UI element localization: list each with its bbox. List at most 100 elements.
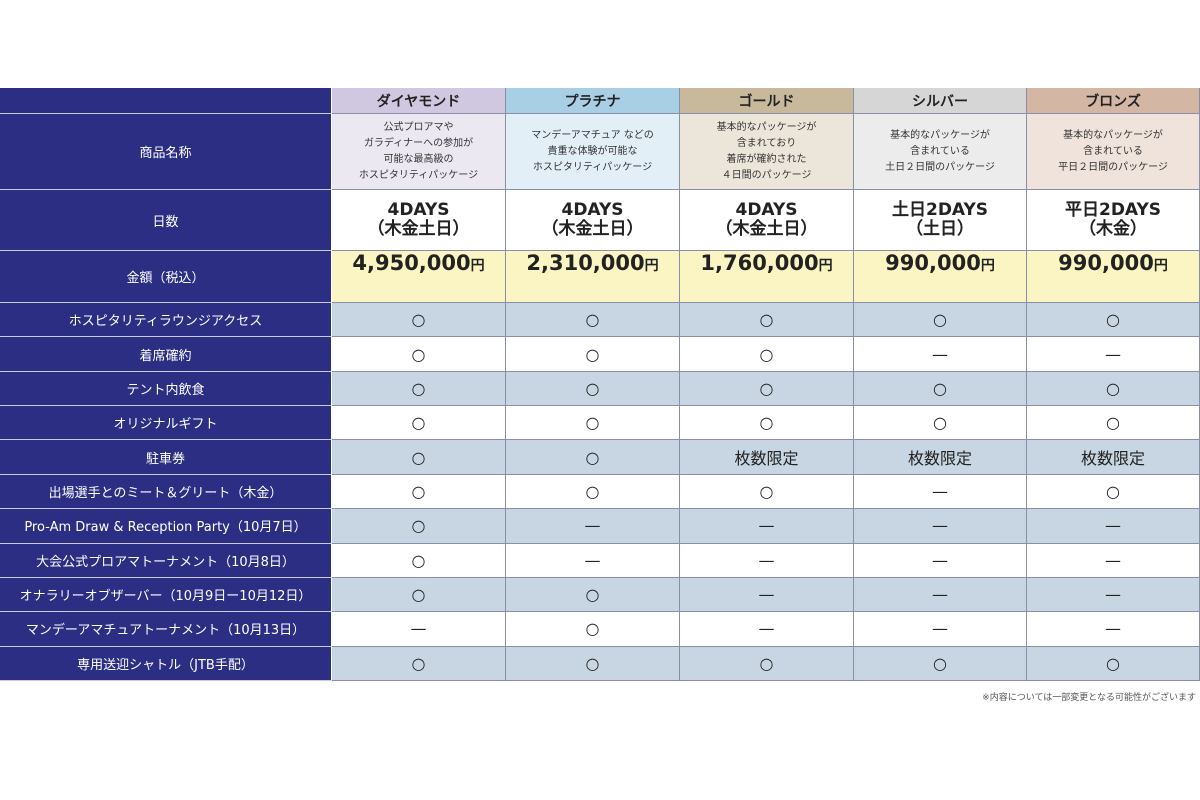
feature-cell: ○ bbox=[332, 509, 506, 544]
description-line: ４日間のパッケージ bbox=[721, 169, 812, 181]
feature-cell: ○ bbox=[506, 440, 680, 475]
description-line: 貴重な体験が可能な bbox=[547, 145, 638, 157]
description-line: 基本的なパッケージが bbox=[716, 121, 817, 133]
feature-label: Pro-Am Draw & Reception Party（10月7日） bbox=[0, 509, 332, 544]
feature-cell: — bbox=[332, 612, 506, 647]
description-line: 可能な最高級の bbox=[383, 153, 454, 165]
days: 4DAYS bbox=[561, 200, 624, 220]
tier-name: ゴールド bbox=[680, 88, 854, 114]
days-detail: （木金土日） bbox=[541, 219, 644, 239]
feature-cell: — bbox=[506, 509, 680, 544]
feature-label: 着席確約 bbox=[0, 337, 332, 372]
feature-cell: 枚数限定 bbox=[1027, 440, 1200, 475]
feature-label: ホスピタリティラウンジアクセス bbox=[0, 303, 332, 338]
tier-name: ダイヤモンド bbox=[332, 88, 506, 114]
feature-cell: — bbox=[680, 577, 854, 613]
tier-description: 基本的なパッケージが 含まれており 着席が確約された ４日間のパッケージ bbox=[680, 114, 854, 190]
price-amount: 990,000 bbox=[885, 251, 981, 275]
feature-cell: ○ bbox=[854, 303, 1027, 338]
tier-days: 4DAYS （木金土日） bbox=[332, 190, 506, 251]
feature-cell: — bbox=[680, 612, 854, 647]
feature-cell: — bbox=[680, 509, 854, 544]
days-detail: （木金土日） bbox=[715, 219, 818, 239]
feature-cell: ○ bbox=[506, 371, 680, 407]
feature-cell: ○ bbox=[332, 543, 506, 578]
feature-cell: — bbox=[854, 509, 1027, 544]
price-amount: 4,950,000 bbox=[352, 251, 471, 275]
feature-cell: — bbox=[854, 543, 1027, 578]
feature-cell: ○ bbox=[506, 474, 680, 510]
feature-cell: — bbox=[854, 577, 1027, 613]
description-line: 含まれている bbox=[910, 145, 970, 157]
tier-description: 公式プロアマや ガラディナーへの参加が 可能な最高級の ホスピタリティパッケージ bbox=[332, 114, 506, 190]
corner-cell bbox=[0, 88, 332, 114]
feature-cell: 枚数限定 bbox=[854, 440, 1027, 475]
tier-name: ブロンズ bbox=[1027, 88, 1200, 114]
feature-cell: ○ bbox=[506, 646, 680, 681]
footnote: ※内容については一部変更となる可能性がございます bbox=[982, 693, 1196, 703]
row-label: 商品名称 bbox=[0, 114, 332, 190]
feature-cell: ○ bbox=[506, 612, 680, 647]
description-line: 含まれている bbox=[1083, 145, 1143, 157]
description-line: 含まれており bbox=[736, 137, 797, 149]
feature-cell: ○ bbox=[854, 371, 1027, 407]
feature-cell: ○ bbox=[332, 406, 506, 441]
feature-cell: ○ bbox=[680, 406, 854, 441]
price-unit: 円 bbox=[470, 258, 485, 274]
description-line: 公式プロアマや bbox=[383, 121, 454, 133]
feature-cell: — bbox=[1027, 509, 1200, 544]
price-amount: 2,310,000 bbox=[526, 251, 645, 275]
feature-cell: ○ bbox=[332, 577, 506, 613]
days-detail: （木金土日） bbox=[367, 219, 470, 239]
feature-label: マンデーアマチュアトーナメント（10月13日） bbox=[0, 612, 332, 647]
feature-cell: ○ bbox=[506, 406, 680, 441]
price-unit: 円 bbox=[1153, 258, 1168, 274]
feature-cell: ○ bbox=[1027, 646, 1200, 681]
feature-cell: ○ bbox=[506, 303, 680, 338]
feature-cell: ○ bbox=[680, 371, 854, 407]
days: 4DAYS bbox=[387, 200, 450, 220]
feature-cell: 枚数限定 bbox=[680, 440, 854, 475]
feature-label: テント内飲食 bbox=[0, 371, 332, 407]
tier-price: 990,000 円 bbox=[854, 251, 1027, 303]
description-line: ホスピタリティパッケージ bbox=[532, 161, 653, 173]
price-amount: 1,760,000 bbox=[700, 251, 819, 275]
feature-cell: — bbox=[854, 612, 1027, 647]
days-detail: （木金） bbox=[1079, 219, 1147, 239]
feature-cell: — bbox=[1027, 337, 1200, 372]
description-line: ホスピタリティパッケージ bbox=[358, 169, 479, 181]
tier-price: 4,950,000 円 bbox=[332, 251, 506, 303]
days: 土日2DAYS bbox=[891, 200, 989, 220]
description-line: 基本的なパッケージが bbox=[890, 129, 990, 141]
feature-cell: — bbox=[1027, 543, 1200, 578]
feature-cell: ○ bbox=[1027, 406, 1200, 441]
feature-label: オナラリーオブザーバー（10月9日ー10月12日） bbox=[0, 577, 332, 613]
feature-cell: — bbox=[506, 543, 680, 578]
price-unit: 円 bbox=[644, 258, 659, 274]
description-line: マンデーアマチュア などの bbox=[531, 129, 654, 141]
feature-cell: ○ bbox=[680, 474, 854, 510]
feature-label: オリジナルギフト bbox=[0, 406, 332, 441]
tier-name: プラチナ bbox=[506, 88, 680, 114]
description-line: 土日２日間のパッケージ bbox=[885, 161, 995, 173]
row-label: 金額（税込） bbox=[0, 251, 332, 303]
feature-cell: ○ bbox=[1027, 371, 1200, 407]
description-line: 着席が確約された bbox=[726, 153, 807, 165]
feature-cell: — bbox=[854, 474, 1027, 510]
tier-price: 990,000 円 bbox=[1027, 251, 1200, 303]
feature-label: 駐車券 bbox=[0, 440, 332, 475]
feature-cell: ○ bbox=[332, 371, 506, 407]
feature-label: 出場選手とのミート＆グリート（木金） bbox=[0, 474, 332, 510]
tier-price: 2,310,000 円 bbox=[506, 251, 680, 303]
feature-cell: — bbox=[680, 543, 854, 578]
tier-days: 平日2DAYS （木金） bbox=[1027, 190, 1200, 251]
days: 平日2DAYS bbox=[1064, 200, 1162, 220]
tier-days: 4DAYS （木金土日） bbox=[680, 190, 854, 251]
days-detail: （土日） bbox=[906, 219, 974, 239]
feature-cell: ○ bbox=[680, 646, 854, 681]
feature-cell: ○ bbox=[332, 474, 506, 510]
feature-cell: ○ bbox=[332, 440, 506, 475]
tier-name: シルバー bbox=[854, 88, 1027, 114]
